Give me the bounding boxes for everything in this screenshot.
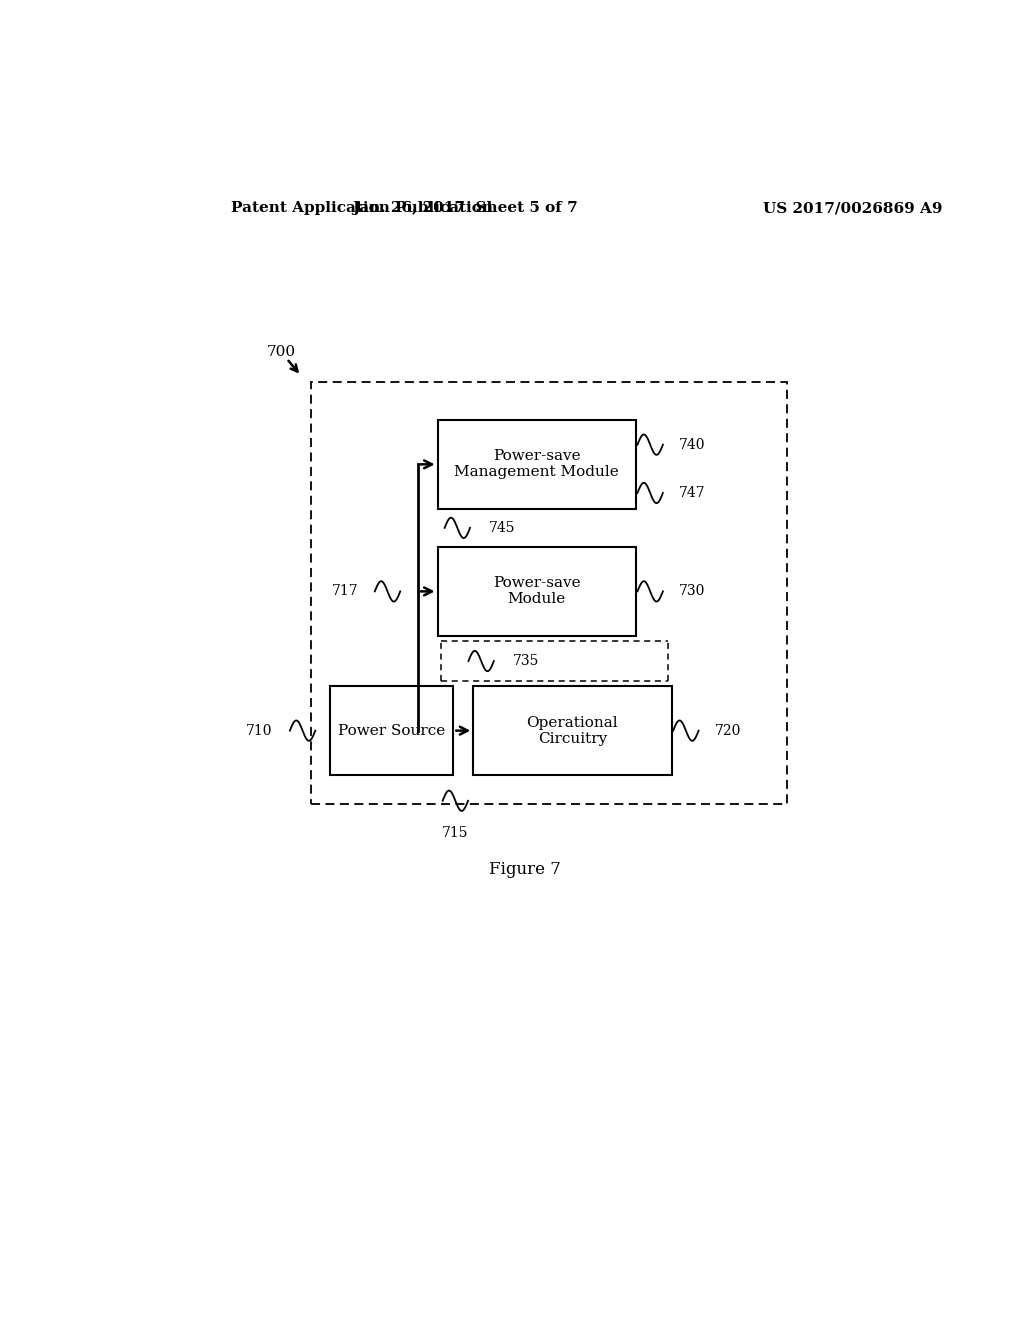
Text: 700: 700 <box>267 345 296 359</box>
Text: Power Source: Power Source <box>338 723 445 738</box>
Bar <box>331 686 454 775</box>
Text: US 2017/0026869 A9: US 2017/0026869 A9 <box>763 201 942 215</box>
Bar <box>473 686 672 775</box>
Text: 735: 735 <box>513 653 540 668</box>
Text: 730: 730 <box>679 585 706 598</box>
Text: 720: 720 <box>715 723 740 738</box>
Text: 710: 710 <box>246 723 272 738</box>
Text: 747: 747 <box>679 486 706 500</box>
Text: 717: 717 <box>332 585 358 598</box>
Text: Figure 7: Figure 7 <box>488 862 561 878</box>
Text: 745: 745 <box>489 521 516 535</box>
Text: Power-save
Module: Power-save Module <box>493 577 581 606</box>
Bar <box>437 546 636 636</box>
Text: 740: 740 <box>679 438 706 451</box>
Text: Power-save
Management Module: Power-save Management Module <box>455 449 620 479</box>
Text: Operational
Circuitry: Operational Circuitry <box>526 715 618 746</box>
Bar <box>310 381 786 804</box>
Text: Patent Application Publication: Patent Application Publication <box>231 201 494 215</box>
Bar <box>437 420 636 510</box>
Text: 715: 715 <box>442 826 469 840</box>
Text: Jan. 26, 2017  Sheet 5 of 7: Jan. 26, 2017 Sheet 5 of 7 <box>352 201 579 215</box>
